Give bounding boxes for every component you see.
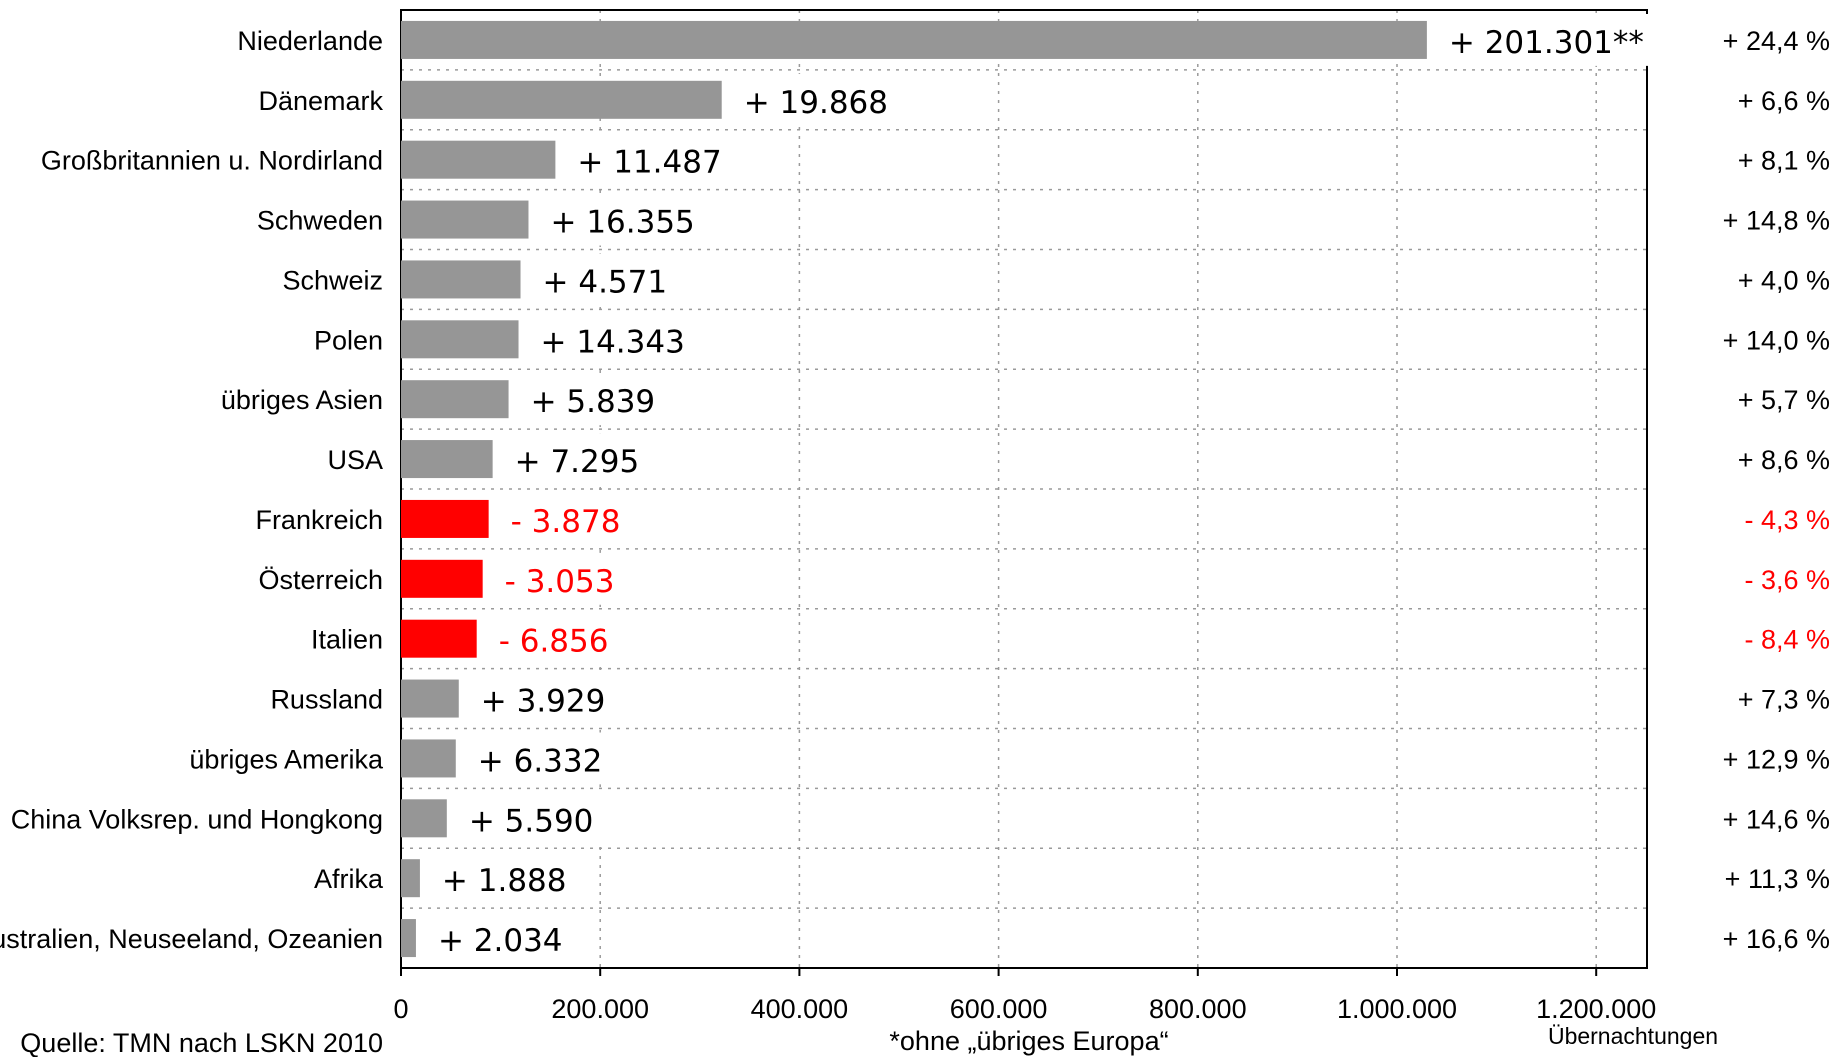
change-label-background	[1438, 14, 1654, 66]
change-label-background	[530, 313, 695, 366]
bar	[401, 859, 420, 898]
percent-label: - 8,4 %	[1744, 625, 1830, 655]
bar	[401, 559, 483, 598]
grid-lines	[401, 10, 1647, 968]
category-label: Schweden	[257, 206, 383, 236]
change-label-background	[467, 732, 613, 785]
bar	[401, 679, 459, 718]
change-label: + 16.355	[550, 205, 694, 241]
change-label: + 6.332	[478, 743, 603, 779]
x-axis-label: Übernachtungen	[1548, 1023, 1718, 1049]
category-label: Afrika	[314, 864, 384, 894]
x-tick-label: 1.200.000	[1536, 994, 1656, 1024]
percent-label: + 16,6 %	[1723, 924, 1830, 954]
category-label: Niederlande	[237, 26, 383, 56]
bars-group	[401, 20, 1427, 958]
category-label: USA	[327, 445, 383, 475]
category-label: Australien, Neuseeland, Ozeanien	[0, 924, 383, 954]
change-label: + 1.888	[442, 863, 567, 899]
change-label: + 5.590	[469, 803, 594, 839]
bar	[401, 619, 477, 658]
change-label: + 2.034	[438, 923, 563, 959]
change-label-background	[540, 193, 705, 246]
category-label: Italien	[311, 625, 383, 655]
percent-label: + 14,8 %	[1723, 206, 1830, 236]
bar	[401, 799, 447, 838]
x-tick-label: 1.000.000	[1337, 994, 1457, 1024]
change-label: + 11.487	[577, 145, 721, 181]
category-label: Großbritannien u. Nordirland	[41, 146, 383, 176]
category-label: Österreich	[258, 565, 383, 595]
bar	[401, 20, 1427, 59]
category-label: Frankreich	[255, 505, 383, 535]
category-label: Dänemark	[258, 86, 383, 116]
category-label: übriges Asien	[221, 385, 383, 415]
change-label-background	[500, 493, 631, 545]
percent-label: - 3,6 %	[1744, 565, 1830, 595]
x-tick-label: 200.000	[551, 994, 649, 1024]
footnote: *ohne „übriges Europa“	[889, 1026, 1168, 1056]
percent-label: - 4,3 %	[1744, 505, 1830, 535]
percent-label: + 8,6 %	[1738, 445, 1830, 475]
category-label: Schweiz	[282, 265, 383, 295]
bar	[401, 739, 456, 778]
change-label-background	[470, 672, 616, 725]
category-labels: Niederlande Dänemark Großbritannien u. Nor…	[0, 26, 384, 954]
bar	[401, 200, 529, 239]
percent-label: + 24,4 %	[1723, 26, 1830, 56]
bar	[401, 140, 556, 179]
change-label-background	[504, 433, 650, 485]
change-label: + 201.301**	[1449, 25, 1644, 61]
change-label-background	[494, 552, 625, 605]
bar	[401, 919, 416, 958]
change-label-background	[488, 612, 619, 665]
change-label: + 14.343	[541, 324, 685, 360]
category-label: Russland	[270, 685, 383, 715]
source-note: Quelle: TMN nach LSKN 2010	[20, 1028, 383, 1057]
change-label: + 7.295	[515, 444, 640, 480]
bar	[401, 80, 722, 119]
change-label-background	[733, 73, 899, 126]
change-label: - 3.053	[505, 564, 615, 600]
bar	[401, 499, 489, 538]
x-axis: 0 200.000 400.000 600.000 800.000 1.000.000 1.…	[393, 968, 1656, 1024]
category-label: China Volksrep. und Hongkong	[11, 804, 383, 834]
x-tick-label: 800.000	[1149, 994, 1247, 1024]
percent-label: + 4,0 %	[1738, 265, 1830, 295]
change-label: - 6.856	[499, 624, 609, 660]
percent-label: + 14,6 %	[1723, 804, 1830, 834]
percent-label: + 11,3 %	[1725, 864, 1830, 894]
x-tick-label: 0	[393, 994, 408, 1024]
bar	[401, 440, 493, 479]
change-label: + 5.839	[531, 384, 656, 420]
percent-label: + 12,9 %	[1723, 744, 1830, 774]
plot-frame	[400, 9, 1648, 969]
percent-labels: + 24,4 % + 6,6 % + 8,1 % + 14,8 % + 4,0 % + 1…	[1723, 26, 1830, 954]
bar	[401, 260, 521, 299]
change-label-background	[520, 373, 666, 426]
value-labels: + 201.301** + 19.868 + 11.487 + 16.355 + 4.5…	[427, 14, 1654, 964]
percent-label: + 6,6 %	[1738, 86, 1830, 116]
change-label-background	[567, 133, 732, 186]
change-label: - 3.878	[511, 504, 621, 540]
change-label-background	[532, 253, 678, 306]
change-label-background	[431, 852, 577, 905]
category-label: Polen	[314, 325, 383, 355]
change-label-background	[458, 792, 604, 845]
percent-label: + 7,3 %	[1738, 685, 1830, 715]
x-tick-label: 600.000	[950, 994, 1048, 1024]
category-label: übriges Amerika	[189, 744, 384, 774]
bar	[401, 320, 519, 359]
change-label-background	[427, 912, 573, 964]
percent-label: + 8,1 %	[1738, 146, 1830, 176]
x-tick-label: 400.000	[751, 994, 849, 1024]
percent-label: + 14,0 %	[1723, 325, 1830, 355]
change-label: + 3.929	[481, 684, 606, 720]
bar	[401, 380, 509, 419]
change-label: + 19.868	[744, 85, 888, 121]
change-label: + 4.571	[543, 264, 668, 300]
percent-label: + 5,7 %	[1738, 385, 1830, 415]
